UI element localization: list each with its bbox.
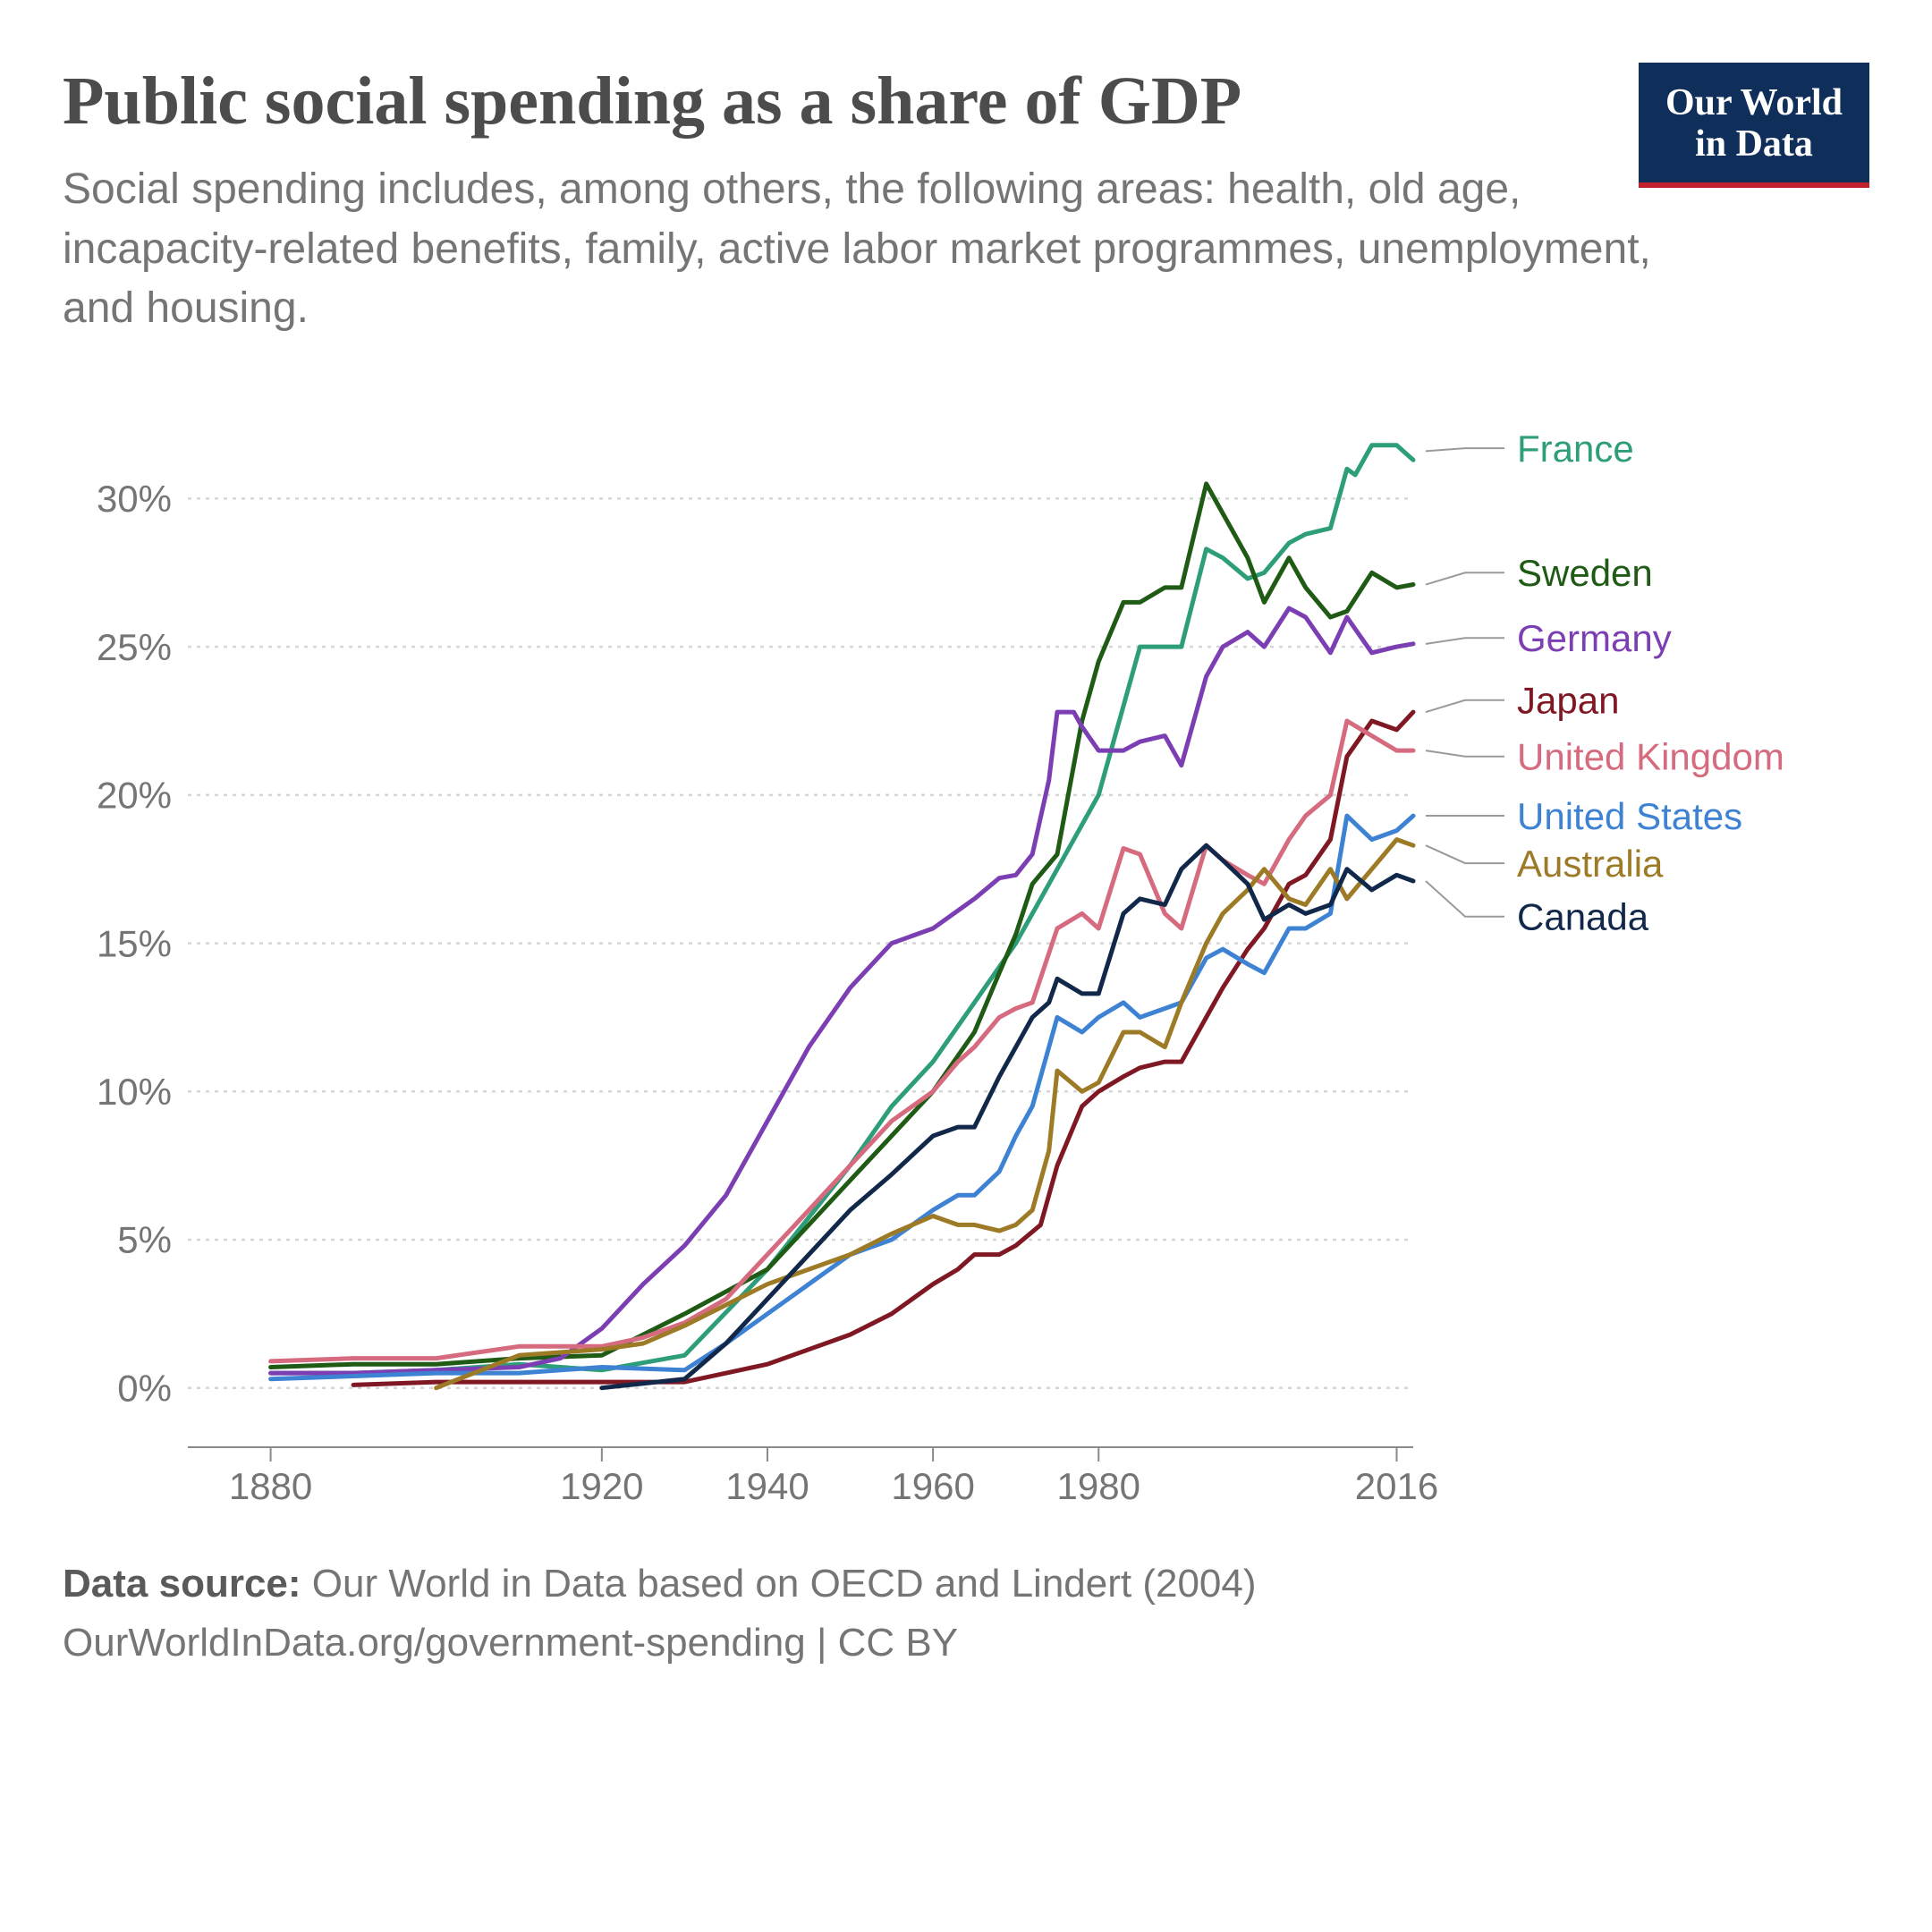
y-tick-label: 15% — [97, 922, 172, 964]
series-label-france: France — [1517, 428, 1634, 470]
owid-logo: Our World in Data — [1639, 63, 1869, 188]
x-tick-label: 1960 — [891, 1465, 974, 1507]
x-tick-label: 2016 — [1355, 1465, 1438, 1507]
y-tick-label: 5% — [117, 1219, 172, 1261]
chart-subtitle: Social spending includes, among others, … — [63, 160, 1717, 338]
series-label-united-states: United States — [1517, 795, 1742, 837]
series-line-france — [271, 445, 1413, 1373]
label-leader — [1426, 448, 1504, 451]
x-tick-label: 1880 — [229, 1465, 312, 1507]
series-label-japan: Japan — [1517, 680, 1619, 722]
chart-header: Public social spending as a share of GDP… — [63, 63, 1869, 338]
label-leader — [1426, 750, 1504, 757]
label-leader — [1426, 638, 1504, 644]
x-tick-label: 1940 — [725, 1465, 809, 1507]
chart-container: 0% 5% 10% 15% 20% 25% 30% 1880 1920 1940 1960 1980 2… — [63, 374, 1869, 1528]
x-tick-label: 1980 — [1057, 1465, 1140, 1507]
y-tick-label: 10% — [97, 1071, 172, 1113]
y-tick-label: 25% — [97, 626, 172, 668]
series-label-united-kingdom: United Kingdom — [1517, 736, 1784, 778]
y-tick-label: 30% — [97, 478, 172, 520]
footer-link: OurWorldInData.org/government-spending |… — [63, 1614, 1869, 1673]
series-label-canada: Canada — [1517, 896, 1649, 938]
line-chart: 0% 5% 10% 15% 20% 25% 30% 1880 1920 1940 1960 1980 2… — [63, 374, 1869, 1528]
series-line-united-kingdom — [271, 721, 1413, 1361]
chart-footer: Data source: Our World in Data based on … — [63, 1555, 1869, 1673]
series-label-sweden: Sweden — [1517, 552, 1653, 594]
series-line-united-states — [271, 816, 1413, 1379]
footer-source-label: Data source: — [63, 1562, 301, 1606]
series-line-japan — [353, 712, 1413, 1385]
series-line-sweden — [271, 484, 1413, 1368]
series-label-australia: Australia — [1517, 843, 1664, 885]
label-leader — [1426, 881, 1504, 917]
series-label-germany: Germany — [1517, 617, 1672, 659]
logo-line-2: in Data — [1665, 123, 1843, 165]
x-tick-label: 1920 — [560, 1465, 643, 1507]
chart-title: Public social spending as a share of GDP — [63, 63, 1360, 140]
y-tick-label: 20% — [97, 775, 172, 817]
label-leader — [1426, 572, 1504, 584]
logo-line-1: Our World — [1665, 82, 1843, 123]
y-tick-label: 0% — [117, 1368, 172, 1410]
label-leader — [1426, 700, 1504, 712]
label-leader — [1426, 845, 1504, 863]
footer-source-text: Our World in Data based on OECD and Lind… — [301, 1562, 1257, 1606]
